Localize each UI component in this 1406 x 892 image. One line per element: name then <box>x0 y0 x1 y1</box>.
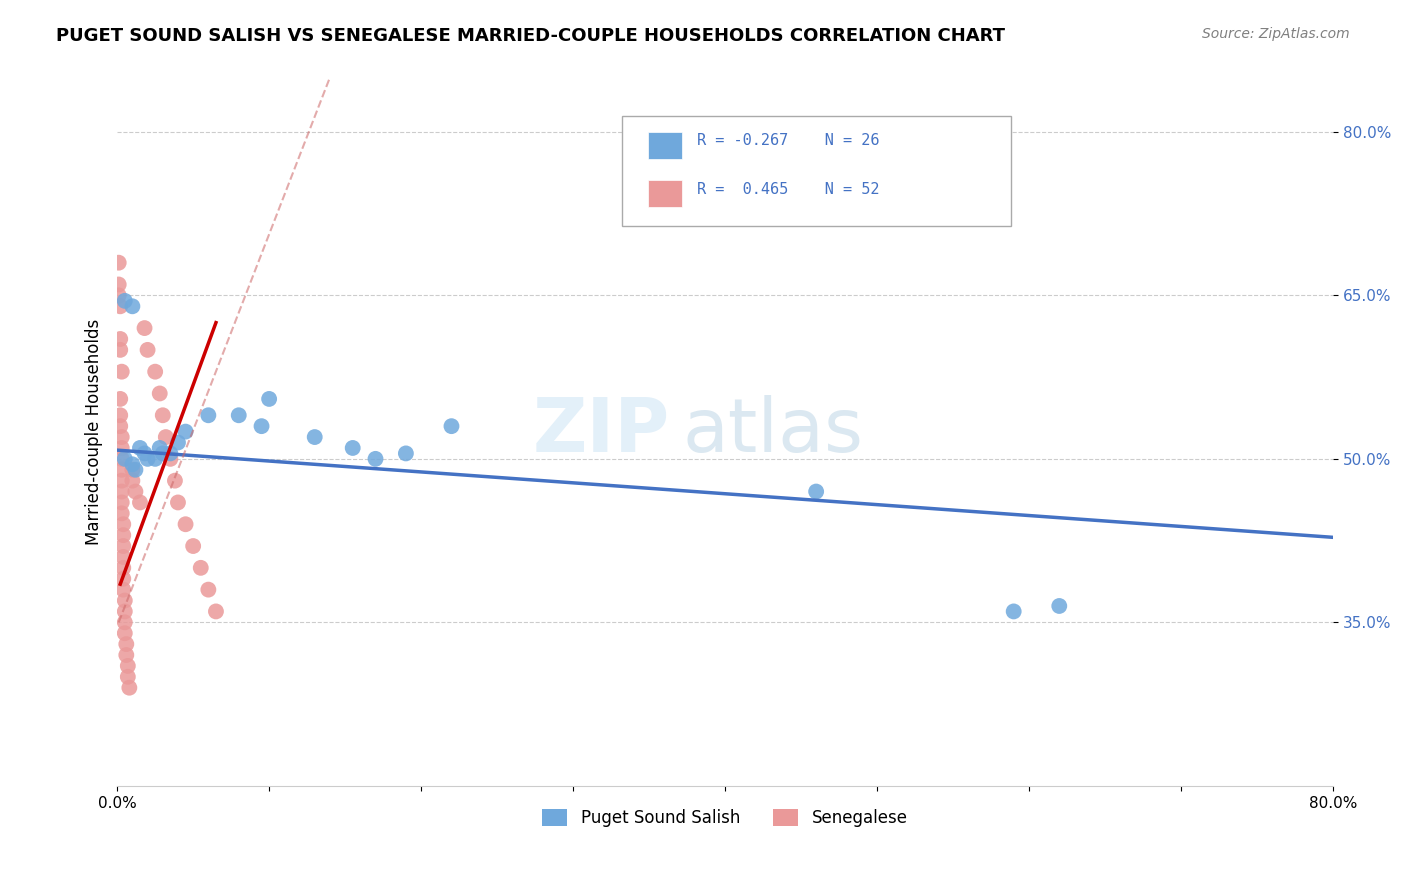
Point <box>112 539 135 553</box>
Text: PUGET SOUND SALISH VS SENEGALESE MARRIED-COUPLE HOUSEHOLDS CORRELATION CHART: PUGET SOUND SALISH VS SENEGALESE MARRIED… <box>56 27 1005 45</box>
FancyBboxPatch shape <box>648 132 682 159</box>
Point <box>143 451 166 466</box>
Text: atlas: atlas <box>682 395 863 468</box>
Point <box>115 637 138 651</box>
Text: ZIP: ZIP <box>533 395 671 468</box>
Point <box>129 495 152 509</box>
Point <box>117 670 139 684</box>
Point <box>804 484 827 499</box>
Point <box>197 582 219 597</box>
Point <box>114 451 136 466</box>
Y-axis label: Married-couple Households: Married-couple Households <box>86 318 103 545</box>
Point <box>107 256 129 270</box>
Point <box>197 409 219 423</box>
Point <box>134 446 156 460</box>
Point <box>114 593 136 607</box>
Point <box>159 446 181 460</box>
Point <box>110 419 132 434</box>
Point <box>159 451 181 466</box>
Point <box>110 299 132 313</box>
Point <box>1047 599 1070 613</box>
Point <box>111 430 134 444</box>
Point <box>152 409 174 423</box>
Point <box>111 484 134 499</box>
Point <box>190 561 212 575</box>
Point <box>167 435 190 450</box>
Point <box>110 392 132 406</box>
Point <box>342 441 364 455</box>
Point <box>114 615 136 630</box>
FancyBboxPatch shape <box>648 180 682 207</box>
Point <box>152 446 174 460</box>
Legend: Puget Sound Salish, Senegalese: Puget Sound Salish, Senegalese <box>536 803 914 834</box>
Point <box>364 451 387 466</box>
Point <box>111 474 134 488</box>
Point <box>395 446 418 460</box>
Point <box>134 321 156 335</box>
Point <box>143 365 166 379</box>
Point <box>114 293 136 308</box>
Point <box>167 495 190 509</box>
Point <box>440 419 463 434</box>
Point <box>304 430 326 444</box>
Point <box>112 528 135 542</box>
Point <box>110 343 132 357</box>
Point <box>136 343 159 357</box>
Point <box>107 288 129 302</box>
Point <box>228 409 250 423</box>
Point <box>114 626 136 640</box>
Point <box>111 441 134 455</box>
Point <box>250 419 273 434</box>
Point <box>115 648 138 662</box>
Point <box>257 392 280 406</box>
Point <box>111 365 134 379</box>
Point <box>112 572 135 586</box>
Point <box>112 582 135 597</box>
Point <box>111 506 134 520</box>
Point <box>110 409 132 423</box>
Point <box>121 299 143 313</box>
Point <box>1002 604 1025 618</box>
Point <box>129 441 152 455</box>
Point <box>174 425 197 439</box>
Point <box>111 495 134 509</box>
Point <box>136 451 159 466</box>
Point <box>174 517 197 532</box>
Text: R = -0.267    N = 26: R = -0.267 N = 26 <box>697 133 880 148</box>
Point <box>114 604 136 618</box>
FancyBboxPatch shape <box>621 116 1011 227</box>
Text: R =  0.465    N = 52: R = 0.465 N = 52 <box>697 182 880 197</box>
Point <box>149 386 172 401</box>
Point <box>112 517 135 532</box>
Point <box>121 474 143 488</box>
Point <box>121 463 143 477</box>
Point <box>111 451 134 466</box>
Point <box>155 430 177 444</box>
Point <box>124 463 146 477</box>
Point <box>149 441 172 455</box>
Point <box>112 561 135 575</box>
Point <box>112 549 135 564</box>
Point <box>111 463 134 477</box>
Text: Source: ZipAtlas.com: Source: ZipAtlas.com <box>1202 27 1350 41</box>
Point <box>110 332 132 346</box>
Point <box>181 539 204 553</box>
Point <box>118 681 141 695</box>
Point <box>124 484 146 499</box>
Point <box>107 277 129 292</box>
Point <box>163 474 186 488</box>
Point <box>205 604 228 618</box>
Point <box>117 659 139 673</box>
Point <box>121 458 143 472</box>
